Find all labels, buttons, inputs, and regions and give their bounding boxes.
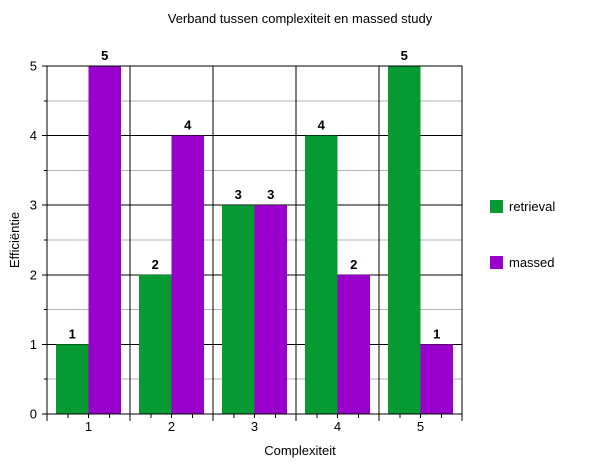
data-label-retrieval-4: 4: [318, 118, 326, 133]
bar-massed-5: [420, 344, 453, 414]
x-tick-label: 3: [251, 419, 258, 434]
data-label-massed-3: 3: [267, 187, 274, 202]
data-label-retrieval-5: 5: [401, 48, 408, 63]
x-axis-label: Complexiteit: [264, 443, 336, 458]
legend-swatch-massed: [490, 256, 503, 269]
bar-retrieval-1: [56, 344, 89, 414]
y-tick-label: 3: [30, 198, 37, 213]
data-label-massed-2: 4: [184, 118, 192, 133]
axes: 0 1 2 3 4 5 1 2 3 4 5: [30, 59, 463, 434]
bar-retrieval-4: [305, 135, 338, 414]
bar-massed-1: [88, 66, 121, 414]
data-label-massed-1: 5: [101, 48, 108, 63]
bar-massed-3: [254, 205, 287, 414]
legend: retrieval massed: [490, 199, 555, 270]
data-label-massed-5: 1: [433, 326, 440, 341]
data-label-massed-4: 2: [350, 257, 357, 272]
data-label-retrieval-3: 3: [235, 187, 242, 202]
bar-retrieval-2: [139, 274, 172, 414]
y-tick-label: 4: [30, 128, 37, 143]
legend-swatch-retrieval: [490, 200, 503, 213]
y-tick-label: 1: [30, 337, 37, 352]
x-tick-label: 5: [417, 419, 424, 434]
bars: [56, 66, 453, 414]
y-tick-label: 0: [30, 407, 37, 422]
legend-label-retrieval: retrieval: [509, 199, 555, 214]
legend-label-massed: massed: [509, 255, 555, 270]
bar-massed-2: [171, 135, 204, 414]
y-tick-label: 2: [30, 267, 37, 282]
y-tick-label: 5: [30, 59, 37, 74]
bar-retrieval-5: [388, 66, 421, 414]
data-label-retrieval-1: 1: [69, 326, 76, 341]
bar-massed-4: [337, 274, 370, 414]
chart-title: Verband tussen complexiteit en massed st…: [168, 11, 433, 26]
x-tick-label: 2: [168, 419, 175, 434]
data-labels: 1 2 3 4 5 5 4 3 2 1: [69, 48, 441, 341]
y-axis-label: Efficiëntie: [7, 212, 22, 268]
x-tick-label: 4: [334, 419, 341, 434]
x-tick-label: 1: [85, 419, 92, 434]
bar-retrieval-3: [222, 205, 255, 414]
data-label-retrieval-2: 2: [152, 257, 159, 272]
